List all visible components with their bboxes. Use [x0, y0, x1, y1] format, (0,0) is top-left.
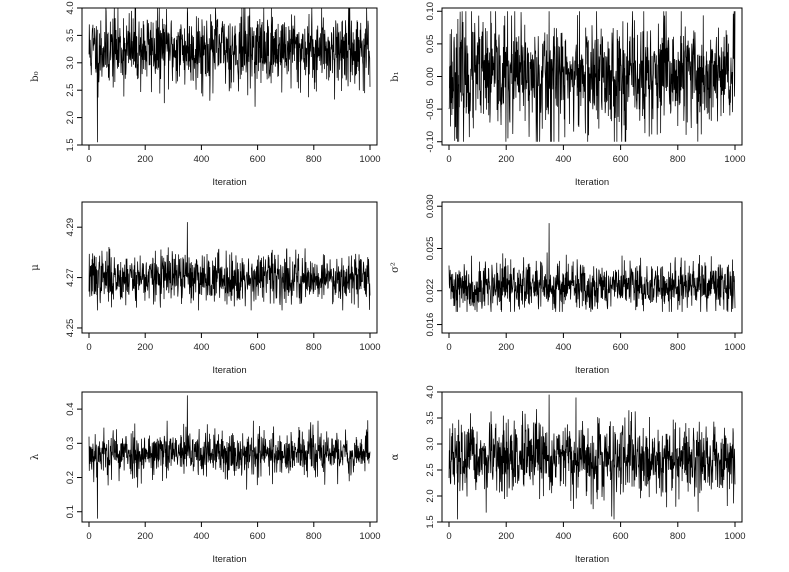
x-tick-label: 800: [306, 154, 322, 165]
trace-line: [448, 11, 736, 142]
x-tick-label: 0: [86, 342, 91, 353]
y-tick-label: 0.4: [65, 402, 76, 415]
y-tick-label: 0.00: [425, 67, 436, 86]
trace-panel-4: 0 200 400 600 800 1000 0.016 0.022 0.025 0.030 Ite…: [390, 194, 746, 376]
x-tick-label: 800: [670, 342, 686, 353]
y-tick-label: 2.5: [65, 84, 76, 97]
y-tick-label: 3.5: [425, 411, 436, 424]
x-axis-label: Iteration: [212, 177, 246, 188]
x-tick-label: 200: [498, 154, 514, 165]
y-tick-label: 4.0: [425, 385, 436, 398]
x-tick-label: 600: [250, 342, 266, 353]
y-tick-label: 4.0: [65, 1, 76, 14]
x-tick-label: 400: [555, 342, 571, 353]
trace-line: [448, 394, 736, 520]
y-tick-label: 4.27: [65, 268, 76, 287]
trace-panel-3: 0 200 400 600 800 1000 4.25 4.27 4.29 Iteration μ: [30, 201, 381, 376]
trace-line: [448, 223, 736, 312]
x-tick-label: 600: [250, 154, 266, 165]
x-tick-label: 0: [446, 531, 451, 542]
trace-line: [88, 395, 371, 519]
x-tick-label: 800: [670, 154, 686, 165]
plot-frame: [441, 201, 743, 334]
x-tick-label: 200: [498, 531, 514, 542]
x-tick-label: 800: [670, 531, 686, 542]
x-tick-label: 200: [498, 342, 514, 353]
y-axis-label: b₀: [30, 71, 41, 81]
x-tick-label: 1000: [359, 342, 380, 353]
x-tick-label: 200: [137, 154, 153, 165]
y-tick-label: 0.05: [425, 35, 436, 54]
y-tick-label: 0.025: [425, 237, 436, 261]
x-tick-label: 200: [137, 531, 153, 542]
trace-line: [88, 7, 371, 143]
y-tick-label: 3.0: [425, 437, 436, 450]
y-tick-label: 0.030: [425, 194, 436, 218]
y-tick-label: 2.0: [65, 111, 76, 124]
x-tick-label: 1000: [724, 342, 745, 353]
y-tick-label: 0.016: [425, 313, 436, 337]
y-tick-label: 0.10: [425, 2, 436, 21]
x-tick-label: 1000: [724, 531, 745, 542]
y-tick-label: 0.1: [65, 505, 76, 518]
y-axis-label: μ: [30, 264, 41, 271]
x-tick-label: 400: [193, 531, 209, 542]
trace-panel-6: 0 200 400 600 800 1000 1.5 2.0 2.5 3.0 3.5 4.0 Itera…: [390, 385, 746, 565]
trace-panel-1: 0 200 400 600 800 1000 1.5 2.0 2.5 3.0 3.5 4.0 Itera…: [30, 1, 381, 188]
x-tick-label: 200: [137, 342, 153, 353]
y-tick-label: 2.5: [425, 463, 436, 476]
x-tick-label: 800: [306, 531, 322, 542]
y-tick-label: 1.5: [425, 515, 436, 528]
y-tick-label: 1.5: [65, 138, 76, 151]
plot-frame: [81, 391, 378, 523]
x-tick-label: 800: [306, 342, 322, 353]
plot-frame: [81, 7, 378, 146]
y-tick-label: 0.3: [65, 437, 76, 450]
x-tick-label: 400: [193, 154, 209, 165]
y-tick-label: 3.5: [65, 29, 76, 42]
x-tick-label: 0: [86, 531, 91, 542]
x-axis-label: Iteration: [575, 554, 609, 565]
plot-frame: [81, 201, 378, 334]
x-tick-label: 600: [613, 154, 629, 165]
y-tick-label: 0.2: [65, 471, 76, 484]
y-tick-label: 2.0: [425, 489, 436, 502]
x-tick-label: 400: [193, 342, 209, 353]
y-tick-label: 0.022: [425, 279, 436, 303]
plot-frame: [441, 391, 743, 523]
x-tick-label: 1000: [359, 531, 380, 542]
x-tick-label: 1000: [359, 154, 380, 165]
x-axis-label: Iteration: [575, 177, 609, 188]
x-tick-label: 600: [613, 531, 629, 542]
trace-panel-5: 0 200 400 600 800 1000 0.1 0.2 0.3 0.4 Iteration λ: [30, 391, 381, 565]
y-axis-label: b₁: [390, 71, 401, 81]
y-tick-label: 4.25: [65, 319, 76, 338]
y-tick-label: -0.10: [425, 131, 436, 153]
y-axis-label: σ²: [390, 262, 401, 273]
trace-line: [88, 222, 371, 311]
y-axis-label: α: [390, 453, 401, 460]
x-axis-label: Iteration: [575, 365, 609, 376]
y-axis-label: λ: [30, 453, 41, 460]
x-tick-label: 0: [446, 342, 451, 353]
x-tick-label: 1000: [724, 154, 745, 165]
x-tick-label: 600: [613, 342, 629, 353]
y-tick-label: -0.05: [425, 98, 436, 120]
x-tick-label: 600: [250, 531, 266, 542]
y-tick-label: 3.0: [65, 56, 76, 69]
x-axis-label: Iteration: [212, 554, 246, 565]
trace-panel-2: 0 200 400 600 800 1000 -0.10 -0.05 0.00 0.05 0.10 I…: [390, 2, 746, 188]
x-tick-label: 0: [446, 154, 451, 165]
y-tick-label: 4.29: [65, 218, 76, 237]
x-tick-label: 400: [555, 531, 571, 542]
x-tick-label: 0: [86, 154, 91, 165]
x-tick-label: 400: [555, 154, 571, 165]
x-axis-label: Iteration: [212, 365, 246, 376]
